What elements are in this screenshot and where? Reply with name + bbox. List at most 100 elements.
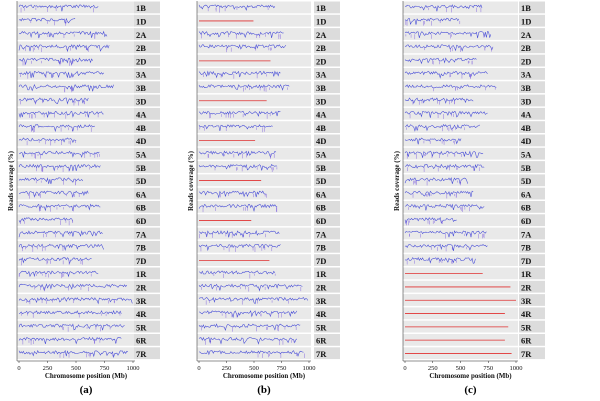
coverage-line	[18, 83, 114, 92]
chromosome-label: 6D	[521, 216, 531, 226]
chromosome-label: 7A	[136, 229, 147, 239]
chromosome-label: 1R	[316, 269, 327, 279]
row-label-band	[134, 227, 160, 240]
chromosome-label: 7R	[316, 349, 327, 359]
row-band	[197, 307, 311, 320]
row-label-band	[134, 121, 160, 133]
row-band	[17, 94, 135, 107]
row-band	[17, 28, 135, 40]
row-label-band	[134, 14, 160, 27]
chromosome-label: 4A	[136, 110, 147, 120]
panel-label: (a)	[80, 384, 93, 396]
row-label-band	[519, 107, 545, 120]
row-band	[403, 54, 518, 67]
row-label-band	[519, 294, 545, 306]
row-label-band	[134, 147, 160, 160]
row-band	[17, 54, 135, 67]
row-label-band	[314, 1, 340, 14]
chromosome-label: 6D	[136, 216, 146, 226]
chromosome-label: 2R	[521, 282, 532, 292]
row-label-band	[519, 240, 545, 253]
row-label-band	[519, 41, 545, 54]
chromosome-label: 5A	[136, 149, 147, 159]
x-tick-label: 0	[17, 365, 20, 372]
row-band	[197, 201, 311, 213]
panel-a: 1B 1D 2A 2B 2D 3A 3B 3D 4A 4B 4D 5A 5B 5D 6A 6B 6D 7A 7B 7D…	[7, 1, 160, 396]
y-axis-title: Reads coverage (%)	[7, 150, 15, 211]
chromosome-label: 3B	[521, 83, 531, 93]
coverage-line	[404, 190, 474, 198]
row-band	[197, 14, 311, 27]
row-band	[403, 187, 518, 200]
x-axis-title: Chromosome position (Mb)	[429, 372, 512, 380]
row-label-band	[314, 94, 340, 107]
chromosome-label: 7A	[316, 229, 327, 239]
row-label-band	[519, 134, 545, 147]
coverage-line	[18, 163, 101, 172]
coverage-line	[18, 97, 89, 105]
chromosome-label: 1D	[521, 16, 531, 26]
row-label-band	[314, 240, 340, 253]
chromosome-label: 4A	[316, 110, 327, 120]
row-band	[17, 187, 135, 200]
x-tick-label: 750	[277, 365, 287, 372]
row-label-band	[519, 68, 545, 80]
chromosome-label: 3A	[136, 70, 147, 80]
chromosome-label: 7D	[136, 256, 146, 266]
row-label-band	[519, 174, 545, 187]
row-band	[17, 107, 135, 120]
coverage-line	[18, 283, 128, 292]
coverage-line	[18, 296, 133, 305]
chromosome-label: 1B	[136, 3, 146, 13]
chromosome-label: 4B	[136, 123, 146, 133]
row-band	[197, 81, 311, 94]
panel-b: 1B 1D 2A 2B 2D 3A 3B 3D 4A 4B 4D 5A 5B 5D 6A 6B 6D 7A 7B 7D…	[187, 1, 340, 396]
chromosome-label: 6R	[136, 336, 147, 346]
row-label-band	[134, 334, 160, 346]
x-tick-label: 1000	[303, 365, 316, 372]
row-label-band	[519, 254, 545, 266]
coverage-line	[404, 97, 474, 104]
coverage-line	[405, 84, 497, 90]
row-label-band	[519, 267, 545, 280]
row-band	[17, 14, 135, 27]
chromosome-label: 6A	[316, 189, 327, 199]
row-band	[403, 94, 518, 107]
row-label-band	[314, 254, 340, 266]
row-band	[197, 294, 311, 306]
row-band	[197, 267, 311, 280]
coverage-line	[198, 323, 301, 331]
row-band	[197, 121, 311, 133]
coverage-line	[198, 164, 278, 171]
chromosome-label: 4D	[136, 136, 146, 146]
coverage-line	[198, 283, 303, 292]
row-band	[17, 68, 135, 80]
coverage-line	[198, 43, 287, 50]
row-band	[17, 121, 135, 133]
coverage-line	[18, 44, 110, 53]
row-label-band	[134, 68, 160, 80]
chromosome-label: 5B	[521, 163, 531, 173]
coverage-line	[198, 350, 304, 357]
chromosome-label: 3A	[521, 70, 532, 80]
coverage-line	[18, 310, 122, 315]
row-label-band	[519, 201, 545, 213]
coverage-line	[404, 137, 462, 145]
row-band	[197, 68, 311, 80]
row-band	[403, 121, 518, 133]
row-band	[17, 267, 135, 280]
chromosome-label: 1R	[136, 269, 147, 279]
chromosome-label: 7R	[521, 349, 532, 359]
row-band	[403, 227, 518, 240]
row-label-band	[314, 214, 340, 227]
row-label-band	[314, 107, 340, 120]
row-label-band	[134, 28, 160, 40]
y-axis-title: Reads coverage (%)	[393, 150, 401, 211]
panel-label: (b)	[257, 384, 271, 396]
row-label-band	[314, 121, 340, 133]
row-label-band	[519, 28, 545, 40]
row-band	[17, 254, 135, 266]
chromosome-label: 4A	[521, 110, 532, 120]
x-axis-title: Chromosome position (Mb)	[45, 372, 128, 380]
coverage-line	[198, 190, 267, 199]
